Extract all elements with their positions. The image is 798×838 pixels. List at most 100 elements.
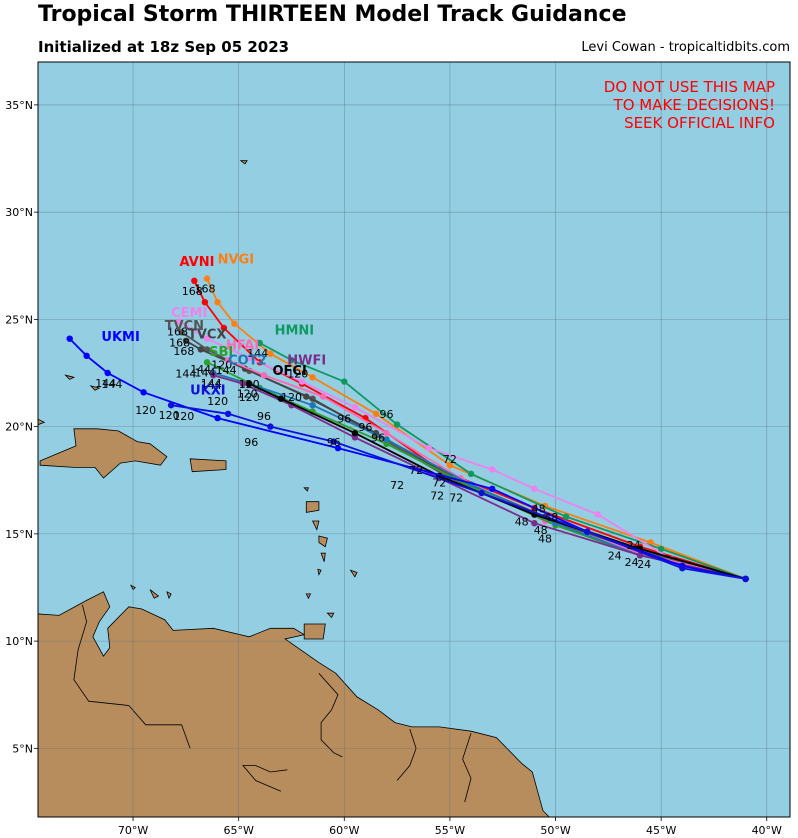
hour-label: 120 — [281, 391, 302, 404]
model-label-cot2: COT2 — [228, 353, 267, 368]
track-point — [489, 466, 496, 473]
model-label-tvcn: TVCN — [165, 319, 204, 334]
land-shape — [349, 569, 358, 578]
hour-label: 144 — [195, 366, 216, 379]
track-point — [478, 489, 485, 497]
border-line — [242, 765, 288, 792]
track-point — [214, 299, 221, 306]
lon-tick-label: 40°W — [752, 824, 782, 837]
hour-label: 120 — [239, 378, 260, 391]
model-label-ofci: OFCI — [273, 364, 307, 379]
hour-label: 120 — [239, 391, 260, 404]
track-point — [657, 545, 665, 553]
land-shape — [149, 589, 160, 599]
hour-label: 120 — [207, 395, 228, 408]
track-point — [140, 389, 147, 396]
axis-ticks: 70°W 65°W 60°W 55°W 50°W 45°W 40°W 35°N 30°N 25°N… — [5, 99, 782, 837]
model-label-hwfi: HWFI — [287, 353, 326, 368]
border-line — [462, 733, 472, 803]
hour-label: 24 — [637, 558, 651, 571]
lat-tick-label: 20°N — [5, 421, 33, 434]
track-point — [303, 393, 310, 400]
hour-label: 168 — [195, 283, 216, 296]
track-ukmi — [69, 338, 746, 580]
track-point — [83, 352, 90, 359]
credit-text: Levi Cowan - tropicaltidbits.com — [581, 40, 790, 55]
hour-label: 120 — [173, 410, 194, 423]
track-point — [231, 320, 238, 327]
hour-label: 96 — [327, 436, 341, 449]
track-point — [288, 356, 295, 364]
land-shape — [166, 591, 172, 600]
init-time: Initialized at 18z Sep 05 2023 — [38, 38, 290, 56]
hour-label: 96 — [358, 421, 372, 434]
land-shape — [303, 623, 326, 640]
lon-tick-label: 50°W — [540, 824, 570, 837]
model-label-ukmi: UKMI — [101, 330, 139, 345]
model-label-cemi: CEMI — [171, 306, 207, 321]
hour-label: 144 — [216, 364, 237, 377]
land-shape — [38, 418, 46, 426]
border-line — [396, 728, 417, 781]
hour-label: 72 — [390, 479, 404, 492]
track-point — [372, 410, 380, 417]
hour-label: 24 — [625, 556, 639, 569]
track-point — [267, 423, 274, 430]
track-point — [220, 324, 228, 332]
track-ukxi — [170, 404, 746, 580]
track-point — [246, 380, 253, 387]
hour-label: 48 — [538, 533, 552, 546]
track-point — [256, 339, 263, 347]
hour-label: 48 — [544, 511, 558, 524]
land-shape — [318, 535, 328, 548]
hour-label: 48 — [534, 524, 548, 537]
track-point — [383, 429, 390, 437]
track-point — [562, 513, 570, 520]
track-point — [320, 393, 327, 400]
track-point — [246, 354, 253, 362]
track-avni — [193, 280, 746, 580]
track-point — [224, 356, 232, 364]
track-point — [167, 402, 175, 409]
lat-tick-label: 15°N — [5, 528, 33, 541]
lat-tick-label: 35°N — [5, 99, 33, 112]
track-point — [214, 414, 221, 422]
track-point — [66, 335, 73, 342]
hour-label: 72 — [430, 490, 444, 503]
track-point — [176, 318, 183, 325]
hour-label: 96 — [337, 412, 351, 425]
map-title: Tropical Storm THIRTEEN Model Track Guid… — [38, 2, 627, 27]
hour-label: 48 — [515, 515, 529, 528]
hour-label: 96 — [257, 410, 271, 423]
border-line — [318, 673, 343, 758]
hour-label: 144 — [247, 347, 268, 360]
hour-label: 168 — [182, 285, 203, 298]
hour-label: 120 — [211, 359, 232, 372]
model-label-hmni: HMNI — [275, 323, 315, 338]
lon-tick-label: 70°W — [118, 824, 148, 837]
track-point — [425, 444, 432, 452]
land-shape — [89, 385, 101, 391]
lon-tick-label: 65°W — [223, 824, 253, 837]
lat-tick-label: 25°N — [5, 313, 33, 326]
track-point — [210, 372, 217, 379]
track-point — [203, 275, 211, 282]
track-point — [330, 438, 337, 445]
track-cot2 — [213, 372, 746, 580]
lat-tick-label: 30°N — [5, 206, 33, 219]
track-point — [531, 485, 538, 492]
model-label-nvgi: NVGI — [218, 253, 254, 268]
track-point — [467, 470, 475, 477]
track-point — [351, 404, 359, 411]
track-point — [679, 565, 686, 572]
hour-label: 144 — [175, 367, 196, 380]
track-hwfi — [213, 374, 746, 580]
hour-label: 96 — [244, 436, 258, 449]
warning-line: DO NOT USE THIS MAP — [604, 78, 775, 96]
hour-label: 144 — [95, 377, 116, 390]
hour-label: 96 — [371, 432, 385, 445]
track-point — [203, 359, 211, 366]
track-nvgi — [206, 278, 746, 580]
